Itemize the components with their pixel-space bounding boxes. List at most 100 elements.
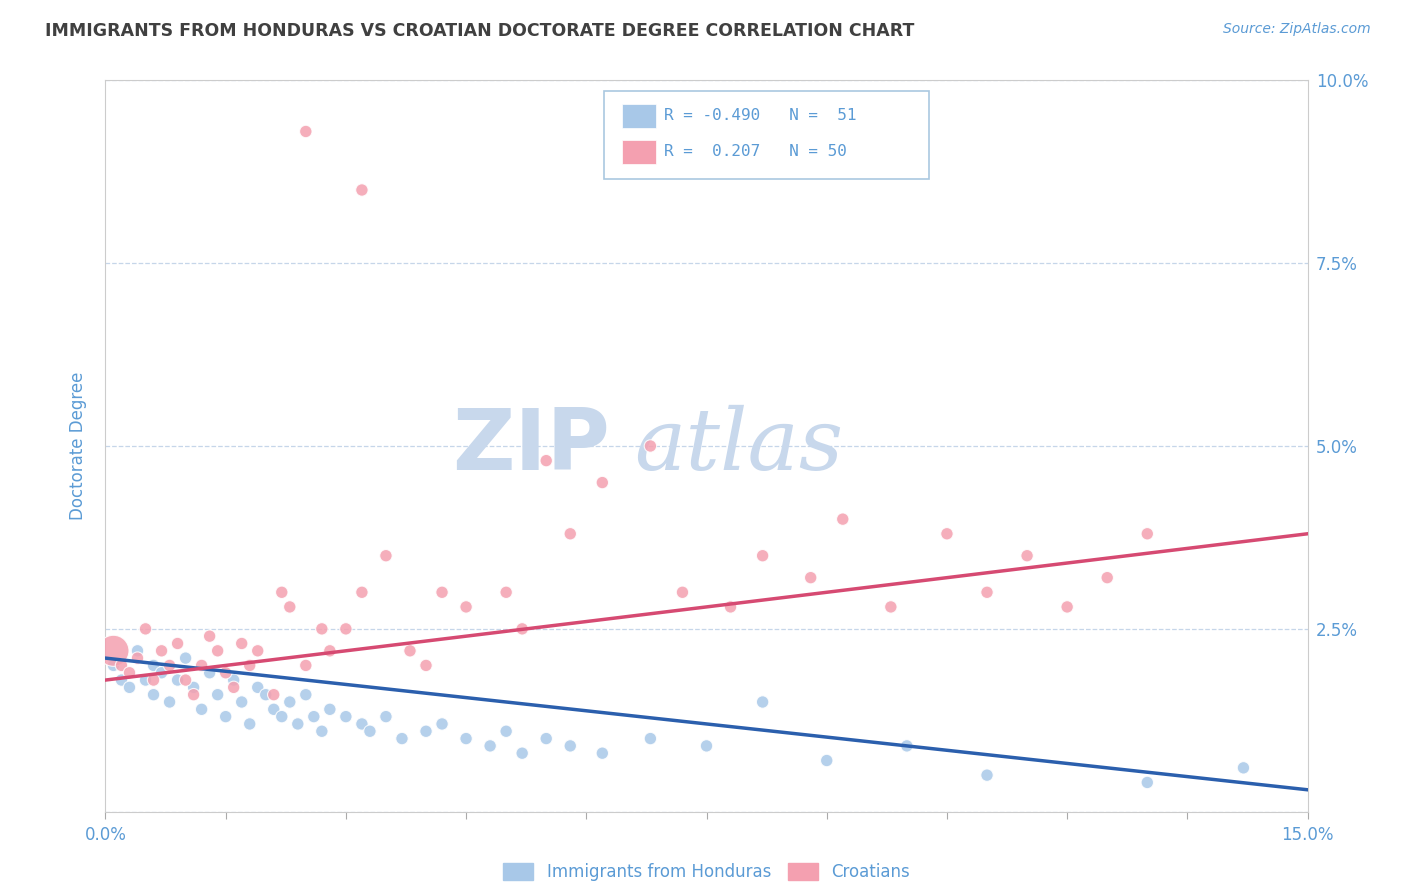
Point [319,702,342,716]
Point [103,644,125,658]
Point [374,549,398,563]
Point [350,717,373,731]
Point [231,695,253,709]
Text: ZIP: ZIP [453,404,610,488]
Point [222,673,245,687]
Point [246,644,269,658]
Point [815,754,838,768]
Point [127,644,149,658]
Point [135,622,157,636]
Point [350,183,373,197]
Point [295,688,318,702]
Point [150,665,173,680]
Point [751,549,773,563]
Point [454,599,477,614]
Point [880,599,903,614]
Text: R =  0.207   N = 50: R = 0.207 N = 50 [665,145,848,160]
Point [190,658,212,673]
Point [239,658,262,673]
Point [319,644,342,658]
Point [150,644,173,658]
Point [560,526,582,541]
Point [295,658,318,673]
Point [254,688,277,702]
Point [214,665,236,680]
Point [127,651,149,665]
Point [311,622,333,636]
Point [591,475,613,490]
Point [159,658,181,673]
Point [278,695,301,709]
FancyBboxPatch shape [623,140,657,164]
Point [415,724,437,739]
Point [1017,549,1039,563]
Point [142,688,165,702]
FancyBboxPatch shape [605,91,929,179]
Point [510,746,533,760]
Point [263,688,285,702]
Point [495,724,517,739]
Point [270,585,292,599]
Point [800,571,823,585]
Point [174,673,197,687]
Point [896,739,918,753]
Point [166,636,188,650]
Point [415,658,437,673]
Point [207,688,229,702]
Point [1232,761,1254,775]
Point [976,585,998,599]
Legend: Immigrants from Honduras, Croatians: Immigrants from Honduras, Croatians [496,856,917,888]
FancyBboxPatch shape [623,103,657,128]
Point [110,673,132,687]
Point [560,739,582,753]
Point [311,724,333,739]
Point [302,709,325,723]
Point [374,709,398,723]
Point [198,665,221,680]
Point [166,673,188,687]
Point [671,585,693,599]
Point [640,731,662,746]
Point [295,124,318,138]
Point [454,731,477,746]
Point [183,681,205,695]
Point [751,695,773,709]
Point [1056,599,1078,614]
Point [118,681,141,695]
Point [222,681,245,695]
Text: IMMIGRANTS FROM HONDURAS VS CROATIAN DOCTORATE DEGREE CORRELATION CHART: IMMIGRANTS FROM HONDURAS VS CROATIAN DOC… [45,22,914,40]
Point [350,585,373,599]
Point [430,585,453,599]
Point [110,658,132,673]
Point [287,717,309,731]
Point [430,717,453,731]
Text: atlas: atlas [634,405,844,487]
Point [359,724,381,739]
Point [246,681,269,695]
Point [976,768,998,782]
Point [103,658,125,673]
Point [118,665,141,680]
Point [1097,571,1119,585]
Point [534,453,557,467]
Point [1136,775,1159,789]
Point [135,673,157,687]
Text: Source: ZipAtlas.com: Source: ZipAtlas.com [1223,22,1371,37]
Point [510,622,533,636]
Point [142,673,165,687]
Point [278,599,301,614]
Point [391,731,413,746]
Point [696,739,718,753]
Point [159,695,181,709]
Point [640,439,662,453]
Point [207,644,229,658]
Point [263,702,285,716]
Point [831,512,853,526]
Point [239,717,262,731]
Point [591,746,613,760]
Point [399,644,422,658]
Point [183,688,205,702]
Point [142,658,165,673]
Point [174,651,197,665]
Point [1136,526,1159,541]
